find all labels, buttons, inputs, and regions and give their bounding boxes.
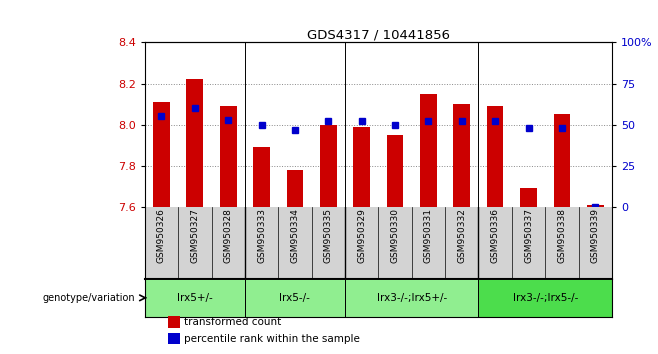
Bar xyxy=(387,135,403,207)
Bar xyxy=(168,316,180,328)
Bar xyxy=(553,114,570,207)
Bar xyxy=(345,279,478,317)
Title: GDS4317 / 10441856: GDS4317 / 10441856 xyxy=(307,28,450,41)
Text: GSM950328: GSM950328 xyxy=(224,208,233,263)
Bar xyxy=(320,125,337,207)
Text: GSM950332: GSM950332 xyxy=(457,208,467,263)
Text: percentile rank within the sample: percentile rank within the sample xyxy=(184,334,361,344)
Bar xyxy=(420,94,437,207)
Bar xyxy=(587,205,603,207)
Text: lrx5-/-: lrx5-/- xyxy=(280,293,311,303)
Text: GSM950334: GSM950334 xyxy=(290,208,299,263)
Text: GSM950336: GSM950336 xyxy=(491,208,499,263)
Bar xyxy=(453,104,470,207)
Text: GSM950331: GSM950331 xyxy=(424,208,433,263)
Bar xyxy=(520,188,537,207)
Bar xyxy=(487,106,503,207)
Bar xyxy=(478,279,612,317)
Bar xyxy=(153,102,170,207)
Text: GSM950338: GSM950338 xyxy=(557,208,567,263)
Bar xyxy=(186,79,203,207)
Text: lrx3-/-;lrx5+/-: lrx3-/-;lrx5+/- xyxy=(376,293,447,303)
Text: lrx3-/-;lrx5-/-: lrx3-/-;lrx5-/- xyxy=(513,293,578,303)
Bar xyxy=(220,106,236,207)
Text: GSM950335: GSM950335 xyxy=(324,208,333,263)
Bar xyxy=(353,127,370,207)
Text: genotype/variation: genotype/variation xyxy=(43,293,136,303)
Bar xyxy=(145,279,245,317)
Bar xyxy=(245,279,345,317)
Text: GSM950329: GSM950329 xyxy=(357,208,366,263)
Bar xyxy=(168,333,180,344)
Text: GSM950327: GSM950327 xyxy=(190,208,199,263)
Bar xyxy=(253,147,270,207)
Text: GSM950337: GSM950337 xyxy=(524,208,533,263)
Text: GSM950339: GSM950339 xyxy=(591,208,599,263)
Text: GSM950326: GSM950326 xyxy=(157,208,166,263)
Text: lrx5+/-: lrx5+/- xyxy=(177,293,213,303)
Bar xyxy=(287,170,303,207)
Text: transformed count: transformed count xyxy=(184,317,282,327)
Text: GSM950333: GSM950333 xyxy=(257,208,266,263)
Text: GSM950330: GSM950330 xyxy=(391,208,399,263)
